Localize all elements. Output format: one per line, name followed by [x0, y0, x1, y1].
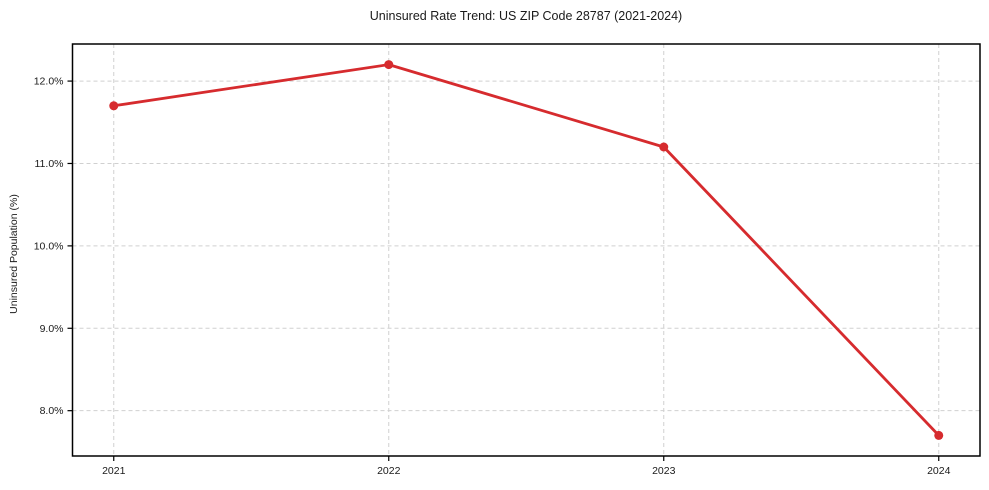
data-point [659, 142, 669, 152]
plot-border [71, 43, 981, 457]
data-point [109, 101, 119, 111]
y-tick-label: 8.0% [40, 405, 64, 417]
y-tick-label: 12.0% [34, 76, 64, 88]
x-tick-label: 2022 [377, 465, 401, 477]
data-point [934, 430, 944, 440]
y-tick-label: 11.0% [35, 158, 64, 170]
y-tick-label: 9.0% [40, 323, 64, 335]
trend-line [112, 63, 941, 437]
x-tick-label: 2021 [102, 465, 126, 477]
x-tick-label: 2023 [652, 465, 676, 477]
y-tick-label: 10.0% [34, 240, 64, 252]
chart-title: Uninsured Rate Trend: US ZIP Code 28787 … [369, 9, 683, 23]
x-tick-label: 2024 [927, 465, 951, 477]
data-point [384, 60, 394, 70]
